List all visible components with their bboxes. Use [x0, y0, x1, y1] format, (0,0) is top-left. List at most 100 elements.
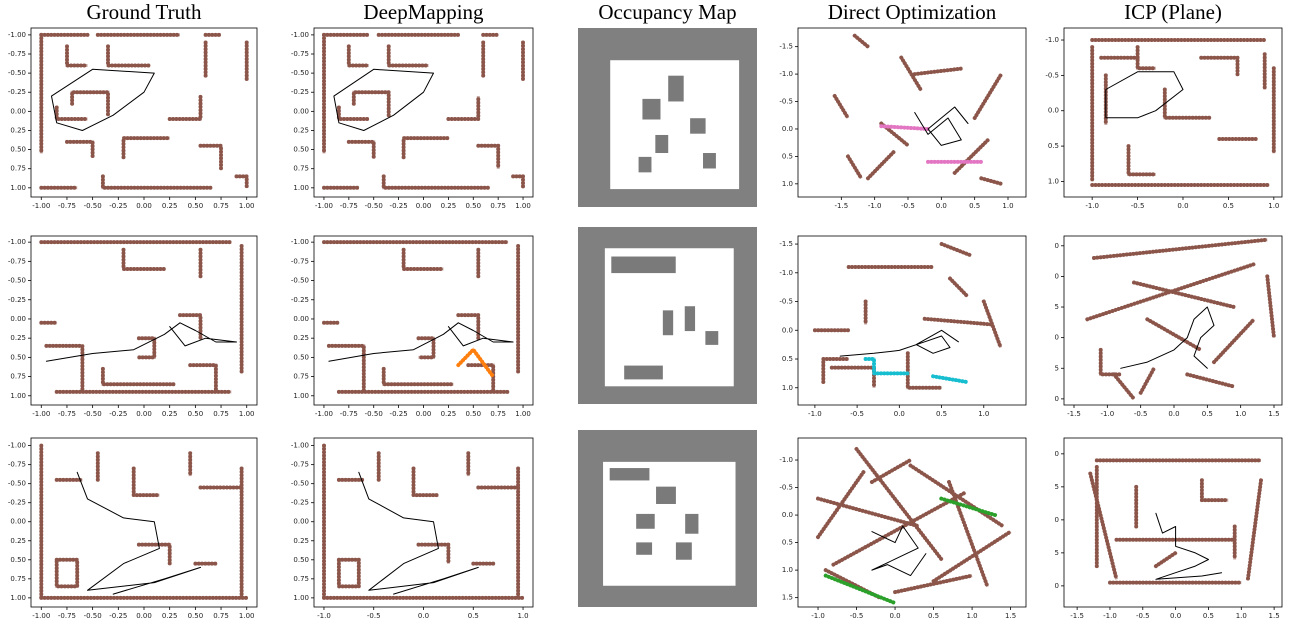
x-tick-label: 0.5: [468, 612, 479, 620]
y-tick-label: -0.5: [779, 298, 793, 306]
x-tick-label: 0.0: [418, 612, 429, 620]
figure: Ground Truth-1.00-0.75-0.50-0.250.000.25…: [0, 0, 1291, 621]
y-tick-label: 0: [1055, 582, 1059, 590]
y-tick-label: 0: [1055, 272, 1059, 280]
y-tick-label: -0.75: [8, 257, 26, 265]
y-tick-label: -0.25: [291, 88, 309, 96]
y-tick-label: -0.75: [8, 461, 26, 469]
y-tick-label: -0.5: [1045, 71, 1059, 79]
y-tick-label: 0.50: [10, 353, 26, 361]
x-tick-label: 0.0: [894, 410, 905, 418]
y-tick-label: 0.25: [293, 537, 309, 545]
x-tick-label: -0.75: [340, 202, 358, 210]
x-tick-label: -0.50: [365, 202, 383, 210]
x-tick-label: -0.5: [850, 612, 864, 620]
x-tick-label: -1.0: [1100, 410, 1114, 418]
y-tick-label: 0.50: [10, 146, 26, 154]
y-tick-label: -1.00: [8, 238, 26, 246]
y-tick-label: 0.00: [10, 107, 26, 115]
y-tick-label: -0.75: [291, 257, 309, 265]
y-tick-label: 1.00: [10, 184, 26, 192]
x-tick-label: 0.50: [465, 410, 481, 418]
x-tick-label: 1.00: [515, 202, 531, 210]
x-tick-label: -1.0: [811, 612, 825, 620]
x-tick-label: 1.0: [967, 612, 978, 620]
x-tick-label: 0.0: [1177, 202, 1188, 210]
y-tick-label: 0.75: [293, 575, 309, 583]
occupied-block: [685, 514, 698, 534]
y-tick-label: 0.00: [10, 518, 26, 526]
x-tick-label: 0.50: [465, 202, 481, 210]
y-tick-label: 5: [1055, 303, 1059, 311]
plot-area: [31, 236, 257, 405]
x-tick-label: 0.50: [188, 410, 204, 418]
y-tick-label: -1.0: [779, 70, 793, 78]
occupied-block: [624, 366, 663, 380]
x-tick-label: -1.0: [808, 410, 822, 418]
x-tick-label: 0.5: [1203, 612, 1214, 620]
y-tick-label: -0.5: [779, 484, 793, 492]
occupied-block: [636, 542, 652, 554]
x-tick-label: 0.25: [162, 410, 178, 418]
occupancy-map: [578, 28, 757, 207]
y-tick-label: -0.50: [8, 480, 26, 488]
y-tick-label: 0.0: [782, 326, 793, 334]
panel-title: Ground Truth: [87, 0, 202, 24]
x-tick-label: 0.25: [441, 202, 457, 210]
y-tick-label: -1.00: [291, 31, 309, 39]
y-tick-label: 0.75: [293, 165, 309, 173]
x-tick-label: -1.0: [1085, 202, 1099, 210]
x-tick-label: 0.75: [490, 410, 506, 418]
x-tick-label: -0.50: [84, 612, 102, 620]
x-tick-label: 0.75: [213, 410, 229, 418]
occupied-block: [676, 542, 692, 559]
y-tick-label: 0.25: [293, 126, 309, 134]
x-tick-label: 0.0: [1168, 410, 1179, 418]
y-tick-label: 0: [1055, 516, 1059, 524]
y-tick-label: 1.00: [293, 392, 309, 400]
y-tick-label: 0: [1055, 395, 1059, 403]
x-tick-label: -0.50: [84, 410, 102, 418]
x-tick-label: -0.5: [1131, 202, 1145, 210]
y-tick-label: -0.50: [8, 69, 26, 77]
plot-area: [314, 438, 533, 607]
x-tick-label: -1.00: [315, 410, 333, 418]
occupancy-map: [578, 430, 757, 607]
occupied-block: [663, 310, 673, 335]
x-tick-label: -0.5: [1134, 410, 1148, 418]
plot-area: [1064, 236, 1282, 405]
plot-area: [314, 236, 533, 405]
x-tick-label: -1.5: [1067, 410, 1081, 418]
x-tick-label: 1.00: [239, 612, 255, 620]
occupied-block: [690, 118, 705, 133]
plot-area: [798, 28, 1026, 197]
x-tick-label: -0.25: [109, 612, 127, 620]
x-tick-label: 0.5: [969, 202, 980, 210]
x-tick-label: -1.0: [1103, 612, 1117, 620]
y-tick-label: -0.50: [8, 277, 26, 285]
x-tick-label: -0.25: [390, 202, 408, 210]
panel-title: DeepMapping: [363, 0, 484, 24]
occupied-block: [610, 468, 650, 480]
occupied-block: [703, 153, 716, 168]
x-tick-label: -0.5: [850, 410, 864, 418]
plot-area: [1064, 28, 1282, 197]
x-tick-label: 0.5: [928, 612, 939, 620]
x-tick-label: 1.00: [239, 410, 255, 418]
x-tick-label: -0.25: [109, 410, 127, 418]
y-tick-label: 0.50: [10, 556, 26, 564]
x-tick-label: 1.5: [1268, 410, 1279, 418]
x-tick-label: 0.00: [136, 410, 152, 418]
x-tick-label: -0.75: [58, 202, 76, 210]
y-tick-label: 0.5: [1048, 142, 1059, 150]
y-tick-label: -0.50: [291, 277, 309, 285]
x-tick-label: 1.0: [1236, 612, 1247, 620]
x-tick-label: 1.0: [517, 612, 528, 620]
y-tick-label: 0.5: [782, 539, 793, 547]
panel-title: Direct Optimization: [828, 0, 997, 24]
y-tick-label: -0.75: [291, 50, 309, 58]
y-tick-label: 0.50: [293, 146, 309, 154]
x-tick-label: -1.0: [868, 202, 882, 210]
y-tick-label: -1.00: [291, 442, 309, 450]
x-tick-label: 0.5: [936, 410, 947, 418]
